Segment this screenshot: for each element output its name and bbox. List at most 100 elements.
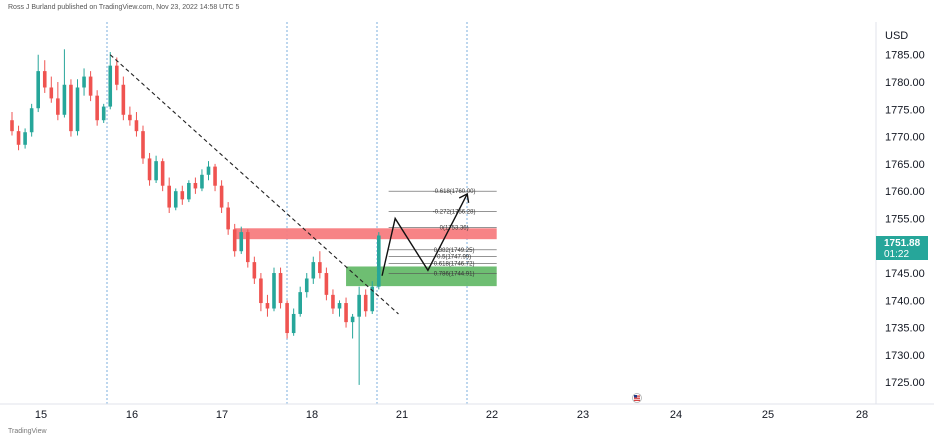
price-tick-label: 1785.00 (885, 50, 925, 62)
candle-body[interactable] (200, 174, 204, 189)
candle-body[interactable] (16, 131, 21, 145)
candle-body[interactable] (160, 161, 165, 186)
candle-body[interactable] (285, 303, 289, 334)
candle-body[interactable] (291, 313, 296, 334)
trendline[interactable] (109, 54, 399, 315)
price-tick-label: 1780.00 (885, 77, 925, 89)
current-price-badge (876, 236, 928, 260)
candle-body[interactable] (154, 161, 158, 181)
fib-level-label: 0.786(1744.91) (434, 272, 475, 278)
candle-body[interactable] (29, 108, 34, 133)
us-flag-icon[interactable] (632, 393, 642, 403)
price-tick-label: 1770.00 (885, 132, 925, 144)
candle-body[interactable] (344, 303, 348, 323)
candle-body[interactable] (252, 262, 257, 279)
current-price-value: 1751.88 (884, 238, 921, 249)
time-tick-label: 17 (216, 409, 228, 421)
price-tick-label: 1765.00 (885, 159, 925, 171)
candle-body[interactable] (298, 292, 302, 314)
candle-body[interactable] (331, 294, 335, 309)
candle-body[interactable] (265, 303, 270, 309)
current-price-label: 1751.88 01:22 (876, 236, 928, 260)
candle-body[interactable] (108, 65, 113, 107)
candle-body[interactable] (318, 262, 322, 274)
projection-path[interactable] (381, 193, 468, 276)
fib-level-label: -0.618(1760.00) (433, 189, 476, 195)
candle-body[interactable] (219, 185, 224, 208)
candle-body[interactable] (173, 191, 178, 208)
price-tick-label: 1745.00 (885, 268, 925, 280)
fib-level-label: -0.272(1756.28) (433, 209, 476, 215)
candle-body[interactable] (128, 114, 132, 121)
candle-body[interactable] (226, 207, 230, 230)
candle-body[interactable] (42, 71, 47, 88)
candle-body[interactable] (232, 229, 237, 252)
currency-label: USD (885, 30, 908, 42)
candle-body[interactable] (304, 278, 309, 293)
time-tick-label: 18 (306, 409, 318, 421)
session-separators (106, 22, 468, 404)
price-tick-label: 1775.00 (885, 104, 925, 116)
price-tick-label: 1725.00 (885, 377, 925, 389)
fibonacci-levels: -0.618(1760.00) -0.272(1756.28) 0(1753.36)… (388, 189, 497, 278)
candle-body[interactable] (180, 191, 185, 200)
candle-body[interactable] (311, 262, 316, 279)
candle-body[interactable] (193, 182, 198, 189)
candle-body[interactable] (10, 120, 14, 132)
candle-body[interactable] (95, 95, 99, 121)
candle-body[interactable] (187, 182, 191, 200)
time-tick-label: 21 (396, 409, 408, 421)
candle-body[interactable] (69, 84, 73, 132)
candle-body[interactable] (121, 84, 126, 115)
candle-body[interactable] (324, 273, 329, 295)
time-tick-label: 15 (35, 409, 47, 421)
drawings (109, 54, 470, 315)
candle-body[interactable] (377, 235, 381, 287)
resistance-zone[interactable] (234, 228, 497, 240)
fib-level-label: 0.5(1747.99) (437, 255, 471, 261)
candle-body[interactable] (23, 132, 27, 145)
fib-level-label: 0.382(1749.25) (434, 248, 475, 254)
candle-body[interactable] (350, 316, 355, 323)
candle-body[interactable] (115, 65, 119, 85)
candle-body[interactable] (206, 166, 211, 175)
candle-body[interactable] (134, 120, 139, 132)
candle-body[interactable] (101, 106, 106, 121)
publish-attribution: Ross J Burland published on TradingView.… (8, 4, 240, 11)
candle-body[interactable] (337, 303, 342, 309)
candle-body[interactable] (357, 294, 361, 317)
candle-body[interactable] (370, 286, 375, 312)
candle-body[interactable] (363, 294, 368, 312)
tradingview-logo[interactable]: TradingView (8, 428, 47, 435)
price-countdown: 01:22 (884, 249, 909, 260)
projection-arrowhead (458, 192, 470, 203)
price-tick-label: 1760.00 (885, 186, 925, 198)
price-tick-label: 1730.00 (885, 350, 925, 362)
fib-level-label: 0.618(1746.72) (434, 262, 475, 268)
fib-level-label: 0(1753.36) (440, 225, 469, 231)
price-axis-ticks: 1725.001730.001735.001740.001745.001750.… (885, 50, 925, 389)
time-tick-label: 16 (126, 409, 138, 421)
candle-body[interactable] (278, 273, 283, 304)
time-tick-label: 22 (486, 409, 498, 421)
candle-body[interactable] (167, 185, 171, 208)
candle-body[interactable] (49, 87, 54, 99)
candle-body[interactable] (56, 98, 60, 115)
candle-body[interactable] (272, 273, 276, 309)
candle-body[interactable] (36, 71, 40, 109)
candle-body[interactable] (239, 232, 244, 252)
candle-body[interactable] (213, 166, 217, 186)
candle-body[interactable] (82, 76, 86, 88)
candle-body[interactable] (88, 76, 93, 96)
candle-body[interactable] (62, 84, 67, 115)
candle-body[interactable] (147, 158, 152, 181)
price-tick-label: 1740.00 (885, 295, 925, 307)
candle-body[interactable] (75, 87, 80, 132)
price-tick-label: 1735.00 (885, 323, 925, 335)
time-tick-label: 23 (577, 409, 589, 421)
time-tick-label: 28 (856, 409, 868, 421)
candle-body[interactable] (141, 131, 145, 159)
candle-body[interactable] (259, 278, 263, 304)
candle-body[interactable] (246, 232, 250, 263)
